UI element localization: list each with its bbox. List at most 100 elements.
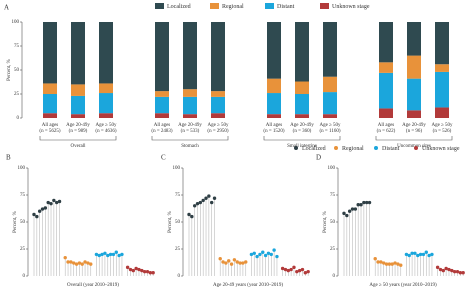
legend-label: Regional xyxy=(222,4,244,10)
y-tick-label: 25 xyxy=(20,247,26,252)
lollipop-dot xyxy=(134,266,138,271)
legend-label: Unknown stage xyxy=(422,146,460,152)
lollipop-dot xyxy=(235,260,239,264)
bar-segment xyxy=(379,108,393,118)
bar-segment xyxy=(155,91,169,97)
lollipop-dot xyxy=(450,268,454,273)
lollipop-dot xyxy=(306,269,310,274)
lollipop-dot xyxy=(359,203,363,207)
bar-segment xyxy=(183,22,197,90)
lollipop-dot xyxy=(275,254,279,259)
lollipop-dot xyxy=(198,200,203,205)
lollipop-dot xyxy=(192,204,197,208)
y-tick-label: 25 xyxy=(175,247,181,252)
lollipop-dot xyxy=(106,253,110,258)
x-tick-label: (n = 1520) xyxy=(263,129,284,134)
group-label: Small intestine xyxy=(287,144,318,149)
y-tick-label: 50 xyxy=(14,68,20,73)
bar-segment xyxy=(43,83,57,94)
lollipop-dot xyxy=(384,262,389,266)
bar-segment xyxy=(267,93,281,115)
lollipop-dot xyxy=(421,252,426,257)
lollipop-dot xyxy=(125,265,130,270)
bar-segment xyxy=(183,114,197,118)
lollipop-dot xyxy=(40,207,45,211)
bar-segment xyxy=(99,83,113,94)
y-tick-label: 75 xyxy=(14,44,20,49)
lollipop-dot xyxy=(441,268,446,273)
legend-swatch xyxy=(155,3,164,9)
bar-segment xyxy=(43,22,57,84)
y-tick-label: 75 xyxy=(330,193,336,198)
y-tick-label: 100 xyxy=(12,20,20,25)
y-tick-label: 25 xyxy=(330,247,336,252)
x-tick-label: All ages xyxy=(154,123,171,128)
lollipop-dot xyxy=(57,199,62,204)
x-axis-label: Age 20-49 years (year 2010–2019) xyxy=(213,283,283,288)
legend-label: Distant xyxy=(382,146,400,152)
x-tick-label: (n = 5625) xyxy=(39,129,60,134)
lollipop-dot xyxy=(212,196,217,200)
lollipop-dot xyxy=(137,267,141,272)
lollipop-dot xyxy=(272,248,276,252)
lollipop-dot xyxy=(232,258,237,262)
lollipop-dot xyxy=(424,250,428,254)
lollipop-dot xyxy=(353,207,358,211)
lollipop-dot xyxy=(249,252,254,257)
lollipop-dot xyxy=(342,211,346,216)
bar-segment xyxy=(407,55,421,79)
y-axis-label: Percent, % xyxy=(323,211,328,233)
lollipop-dot xyxy=(410,251,414,256)
bar-segment xyxy=(267,22,281,79)
x-tick-label: All ages xyxy=(42,123,59,128)
lollipop-dot xyxy=(300,267,305,272)
x-tick-label: All ages xyxy=(266,123,283,128)
lollipop-dot xyxy=(207,194,211,198)
lollipop-dot xyxy=(376,260,380,264)
lollipop-dot xyxy=(303,271,308,275)
x-tick-label: (n = 526) xyxy=(433,129,452,134)
legend-swatch xyxy=(320,3,329,9)
bar-segment xyxy=(71,22,85,85)
lollipop-dot xyxy=(227,259,231,263)
lollipop-dot xyxy=(427,253,431,258)
bar-segment xyxy=(295,114,309,118)
bar-segment xyxy=(379,62,393,73)
lollipop-dot xyxy=(221,260,225,264)
lollipop-dot xyxy=(229,262,234,266)
bar-segment xyxy=(435,64,449,72)
lollipop-dot xyxy=(201,198,205,203)
bar-segment xyxy=(267,114,281,118)
lollipop-dot xyxy=(94,252,99,257)
panel-label: B xyxy=(6,154,11,162)
group-label: Overall xyxy=(71,144,87,149)
lollipop-dot xyxy=(458,271,463,275)
lollipop-dot xyxy=(379,260,383,264)
x-tick-label: (n = 1160) xyxy=(320,129,341,134)
lollipop-dot xyxy=(387,262,392,266)
lollipop-dot xyxy=(145,269,150,274)
x-tick-label: Age ≥ 50y xyxy=(95,123,117,128)
group-label: Uncommon sites xyxy=(397,144,431,149)
bar-segment xyxy=(99,93,113,114)
y-tick-label: 0 xyxy=(333,274,336,279)
lollipop-dot xyxy=(283,267,288,272)
lollipop-dot xyxy=(413,251,417,256)
lollipop-dot xyxy=(69,260,73,264)
bar-segment xyxy=(71,114,85,118)
group-bracket xyxy=(39,136,117,141)
legend-dot xyxy=(414,146,418,150)
lollipop-dot xyxy=(255,254,259,259)
lollipop-dot xyxy=(396,262,400,266)
lollipop-dot xyxy=(97,253,101,258)
lollipop-dot xyxy=(66,260,70,264)
lollipop-dot xyxy=(438,267,443,272)
lollipop-dot xyxy=(187,212,191,217)
lollipop-dot xyxy=(350,207,355,211)
lollipop-dot xyxy=(261,250,265,254)
lollipop-dot xyxy=(35,214,39,219)
lollipop-dot xyxy=(103,251,107,256)
lollipop-dot xyxy=(108,252,113,257)
group-bracket xyxy=(375,136,453,141)
bar-segment xyxy=(435,22,449,65)
